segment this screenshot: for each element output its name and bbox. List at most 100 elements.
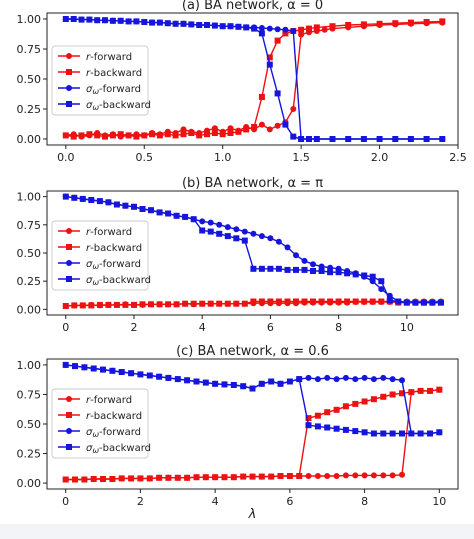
data-point — [207, 300, 214, 307]
data-point — [360, 21, 367, 28]
data-point — [224, 233, 231, 240]
data-point — [100, 476, 106, 482]
data-point — [182, 300, 189, 307]
data-point — [268, 473, 275, 480]
legend-box — [51, 220, 149, 291]
data-point — [128, 475, 135, 482]
data-point — [109, 17, 116, 24]
data-point — [352, 428, 359, 435]
data-point — [230, 382, 237, 388]
data-point — [164, 131, 171, 138]
data-point — [62, 16, 69, 22]
data-point — [380, 374, 387, 381]
data-point — [174, 474, 181, 481]
data-point — [79, 195, 86, 202]
data-point — [125, 18, 132, 25]
data-point — [324, 424, 331, 431]
data-point — [180, 131, 187, 138]
data-point — [282, 30, 289, 37]
data-point — [275, 298, 282, 305]
x-axis-label: λ — [248, 507, 257, 522]
x-tick-label: 0 — [62, 321, 69, 334]
data-point — [251, 124, 258, 130]
data-point — [251, 25, 258, 32]
data-point — [137, 371, 144, 378]
data-point — [131, 301, 137, 308]
data-point — [156, 209, 163, 216]
data-point — [224, 224, 231, 231]
data-point — [241, 237, 248, 244]
data-point — [301, 266, 308, 273]
data-point — [329, 23, 336, 30]
data-point — [182, 213, 189, 220]
data-point — [290, 106, 297, 112]
data-point — [258, 30, 265, 37]
data-point — [361, 472, 368, 479]
figure: (a) BA network, α = 0 0.0 0.5 1.0 1.5 2.0 2.5 0… — [17, 0, 467, 522]
data-point — [102, 17, 108, 24]
data-point — [224, 300, 231, 307]
data-point — [407, 136, 414, 142]
x-tick-label: 6 — [286, 495, 293, 508]
data-point — [258, 121, 265, 128]
data-point — [227, 23, 234, 30]
data-point — [324, 374, 331, 381]
data-point — [274, 26, 281, 33]
data-point — [78, 132, 85, 139]
data-point — [219, 23, 226, 30]
data-point — [408, 430, 415, 437]
data-point — [62, 361, 69, 368]
data-point — [333, 406, 340, 413]
chart-title: (c) BA network, α = 0.6 — [176, 344, 329, 359]
data-point — [165, 374, 172, 381]
data-point — [282, 26, 289, 33]
data-point — [180, 126, 187, 133]
data-point — [81, 364, 88, 371]
data-point — [146, 475, 153, 482]
data-point — [212, 474, 219, 481]
legend-marker-circle — [66, 85, 72, 91]
data-point — [376, 136, 383, 142]
data-point — [290, 28, 297, 34]
data-point — [268, 378, 275, 385]
data-point — [202, 474, 209, 481]
data-point — [324, 473, 331, 479]
data-point — [133, 18, 140, 25]
data-point — [199, 300, 206, 307]
legend-label-r-forward: r-forward — [86, 52, 132, 63]
data-point — [284, 298, 291, 305]
data-point — [241, 300, 248, 307]
data-point — [62, 476, 69, 483]
data-point — [310, 261, 316, 268]
data-point — [370, 396, 377, 403]
data-point — [148, 207, 154, 214]
data-point — [221, 474, 228, 481]
data-point — [250, 298, 257, 305]
data-point — [219, 131, 226, 138]
data-point — [240, 473, 247, 480]
data-point — [173, 301, 180, 308]
data-point — [90, 365, 97, 372]
x-tick-label: 8 — [335, 321, 342, 334]
data-point — [352, 376, 359, 383]
data-point — [274, 122, 281, 129]
data-point — [71, 302, 78, 309]
data-point — [266, 25, 273, 32]
data-point — [417, 430, 424, 437]
legend-label-r-backward: r-backward — [86, 68, 142, 79]
data-point — [78, 16, 85, 23]
data-point — [86, 16, 93, 23]
data-point — [310, 268, 316, 274]
y-tick-label: 0.00 — [17, 477, 42, 490]
data-point — [243, 24, 250, 31]
data-point — [230, 474, 237, 481]
y-tick-label: 0.50 — [17, 418, 42, 431]
data-point — [370, 430, 377, 437]
legend-label-σω-forward: σω-forward — [86, 84, 141, 96]
data-point — [361, 429, 368, 436]
data-point — [211, 130, 218, 136]
data-point — [301, 298, 308, 305]
data-point — [165, 301, 172, 308]
y-tick-label: 0.75 — [17, 219, 42, 232]
y-tick-label: 0.75 — [17, 43, 42, 56]
